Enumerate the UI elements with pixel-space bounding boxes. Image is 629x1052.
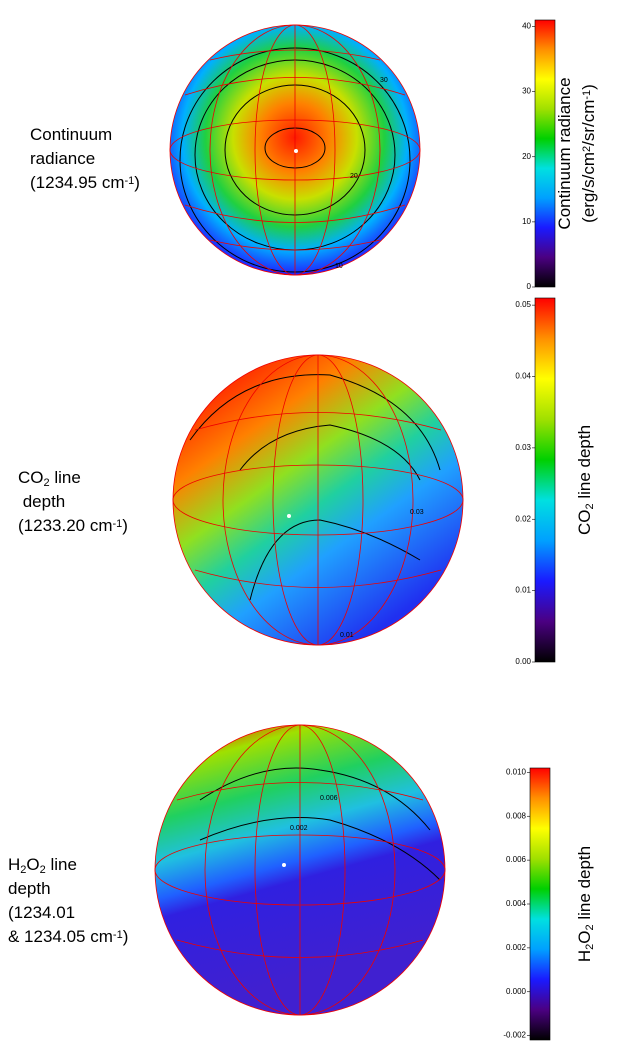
label-part: Continuum: [30, 125, 112, 144]
label-part: -1: [125, 175, 135, 187]
tick-label: 40: [522, 22, 531, 31]
label-part: -1: [581, 90, 593, 100]
contour-label: 0.01: [340, 632, 354, 639]
label-part: (1234.01: [8, 903, 75, 922]
label-part: 2: [584, 924, 596, 930]
label-part: line depth: [575, 846, 594, 924]
label-part: CO: [18, 468, 44, 487]
tick-label: 20: [522, 152, 531, 161]
label-part: (erg/s/cm: [579, 152, 598, 223]
label-part: 2: [44, 477, 50, 489]
label-part: radiance: [30, 149, 95, 168]
globes: [154, 24, 464, 1016]
label-part: (1234.95 cm: [30, 173, 125, 192]
tick-label: 0.00: [515, 657, 531, 666]
contour-label: 0.006: [320, 795, 338, 802]
colorbar: [529, 767, 551, 1041]
globe: [172, 354, 464, 646]
colorbar: [534, 297, 556, 663]
colorbar-title: Continuum radiance (erg/s/cm2/sr/cm-1): [555, 77, 598, 229]
label-part: depth: [18, 492, 65, 511]
tick-label: 0: [527, 282, 532, 291]
contour-label: 10: [335, 263, 343, 270]
label: Continuum radiance (1234.95 cm-1): [30, 125, 140, 192]
label-part: H: [8, 855, 20, 874]
label-part: ): [134, 173, 140, 192]
label-part: 2: [20, 864, 26, 876]
label-part: CO: [575, 510, 594, 536]
contour-label: 20: [350, 173, 358, 180]
label: CO2 line depth (1233.20 cm-1): [18, 468, 128, 535]
tick-label: 10: [522, 217, 531, 226]
tick-label: 0.02: [515, 514, 531, 523]
label-part: line: [46, 855, 77, 874]
colorbar: [534, 19, 556, 288]
label-part: ): [123, 927, 129, 946]
tick-label: 0.004: [506, 899, 527, 908]
contour-label: 0.03: [410, 509, 424, 516]
panel: CO2 line depth (1233.20 cm-1)0.030.010.00…: [18, 297, 596, 666]
label-part: 2: [584, 944, 596, 950]
label-part: ): [579, 84, 598, 90]
label-part: -1: [113, 929, 123, 941]
label-part: (1233.20 cm: [18, 516, 113, 535]
tick-label: 0.01: [515, 586, 531, 595]
contour-label: 30: [380, 77, 388, 84]
tick-label: 0.010: [506, 767, 527, 776]
label-part: 2: [584, 503, 596, 509]
tick-label: -0.002: [503, 1031, 526, 1040]
tick-label: 0.008: [506, 811, 527, 820]
label-part: O: [26, 855, 39, 874]
globe: [169, 24, 421, 276]
label-part: H: [575, 950, 594, 962]
label-part: /sr/cm: [579, 100, 598, 146]
tick-label: 0.002: [506, 943, 527, 952]
panel: H2O2 line depth (1234.01 & 1234.05 cm-1)0.0…: [8, 767, 596, 1041]
label-part: O: [575, 930, 594, 943]
tick-label: 0.006: [506, 855, 527, 864]
tick-label: 0.03: [515, 443, 531, 452]
tick-label: 0.05: [515, 300, 531, 309]
panel: Continuum radiance (1234.95 cm-1)302010010…: [30, 19, 598, 291]
colorbar-title: H2O2 line depth: [575, 846, 596, 962]
globe: [154, 724, 446, 1016]
label-part: line: [50, 468, 81, 487]
colorbar-title: CO2 line depth: [575, 425, 596, 535]
label-part: 2: [40, 864, 46, 876]
label-part: line depth: [575, 425, 594, 503]
label-part: -1: [113, 518, 123, 530]
label-part: 2: [581, 146, 593, 152]
label-part: & 1234.05 cm: [8, 927, 113, 946]
tick-label: 0.000: [506, 987, 527, 996]
tick-label: 30: [522, 87, 531, 96]
label-part: Continuum radiance: [555, 77, 574, 229]
label-part: depth: [8, 879, 51, 898]
label-part: ): [122, 516, 128, 535]
tick-label: 0.04: [515, 372, 531, 381]
contour-label: 0.002: [290, 825, 308, 832]
label: H2O2 line depth (1234.01 & 1234.05 cm-1): [8, 855, 128, 946]
